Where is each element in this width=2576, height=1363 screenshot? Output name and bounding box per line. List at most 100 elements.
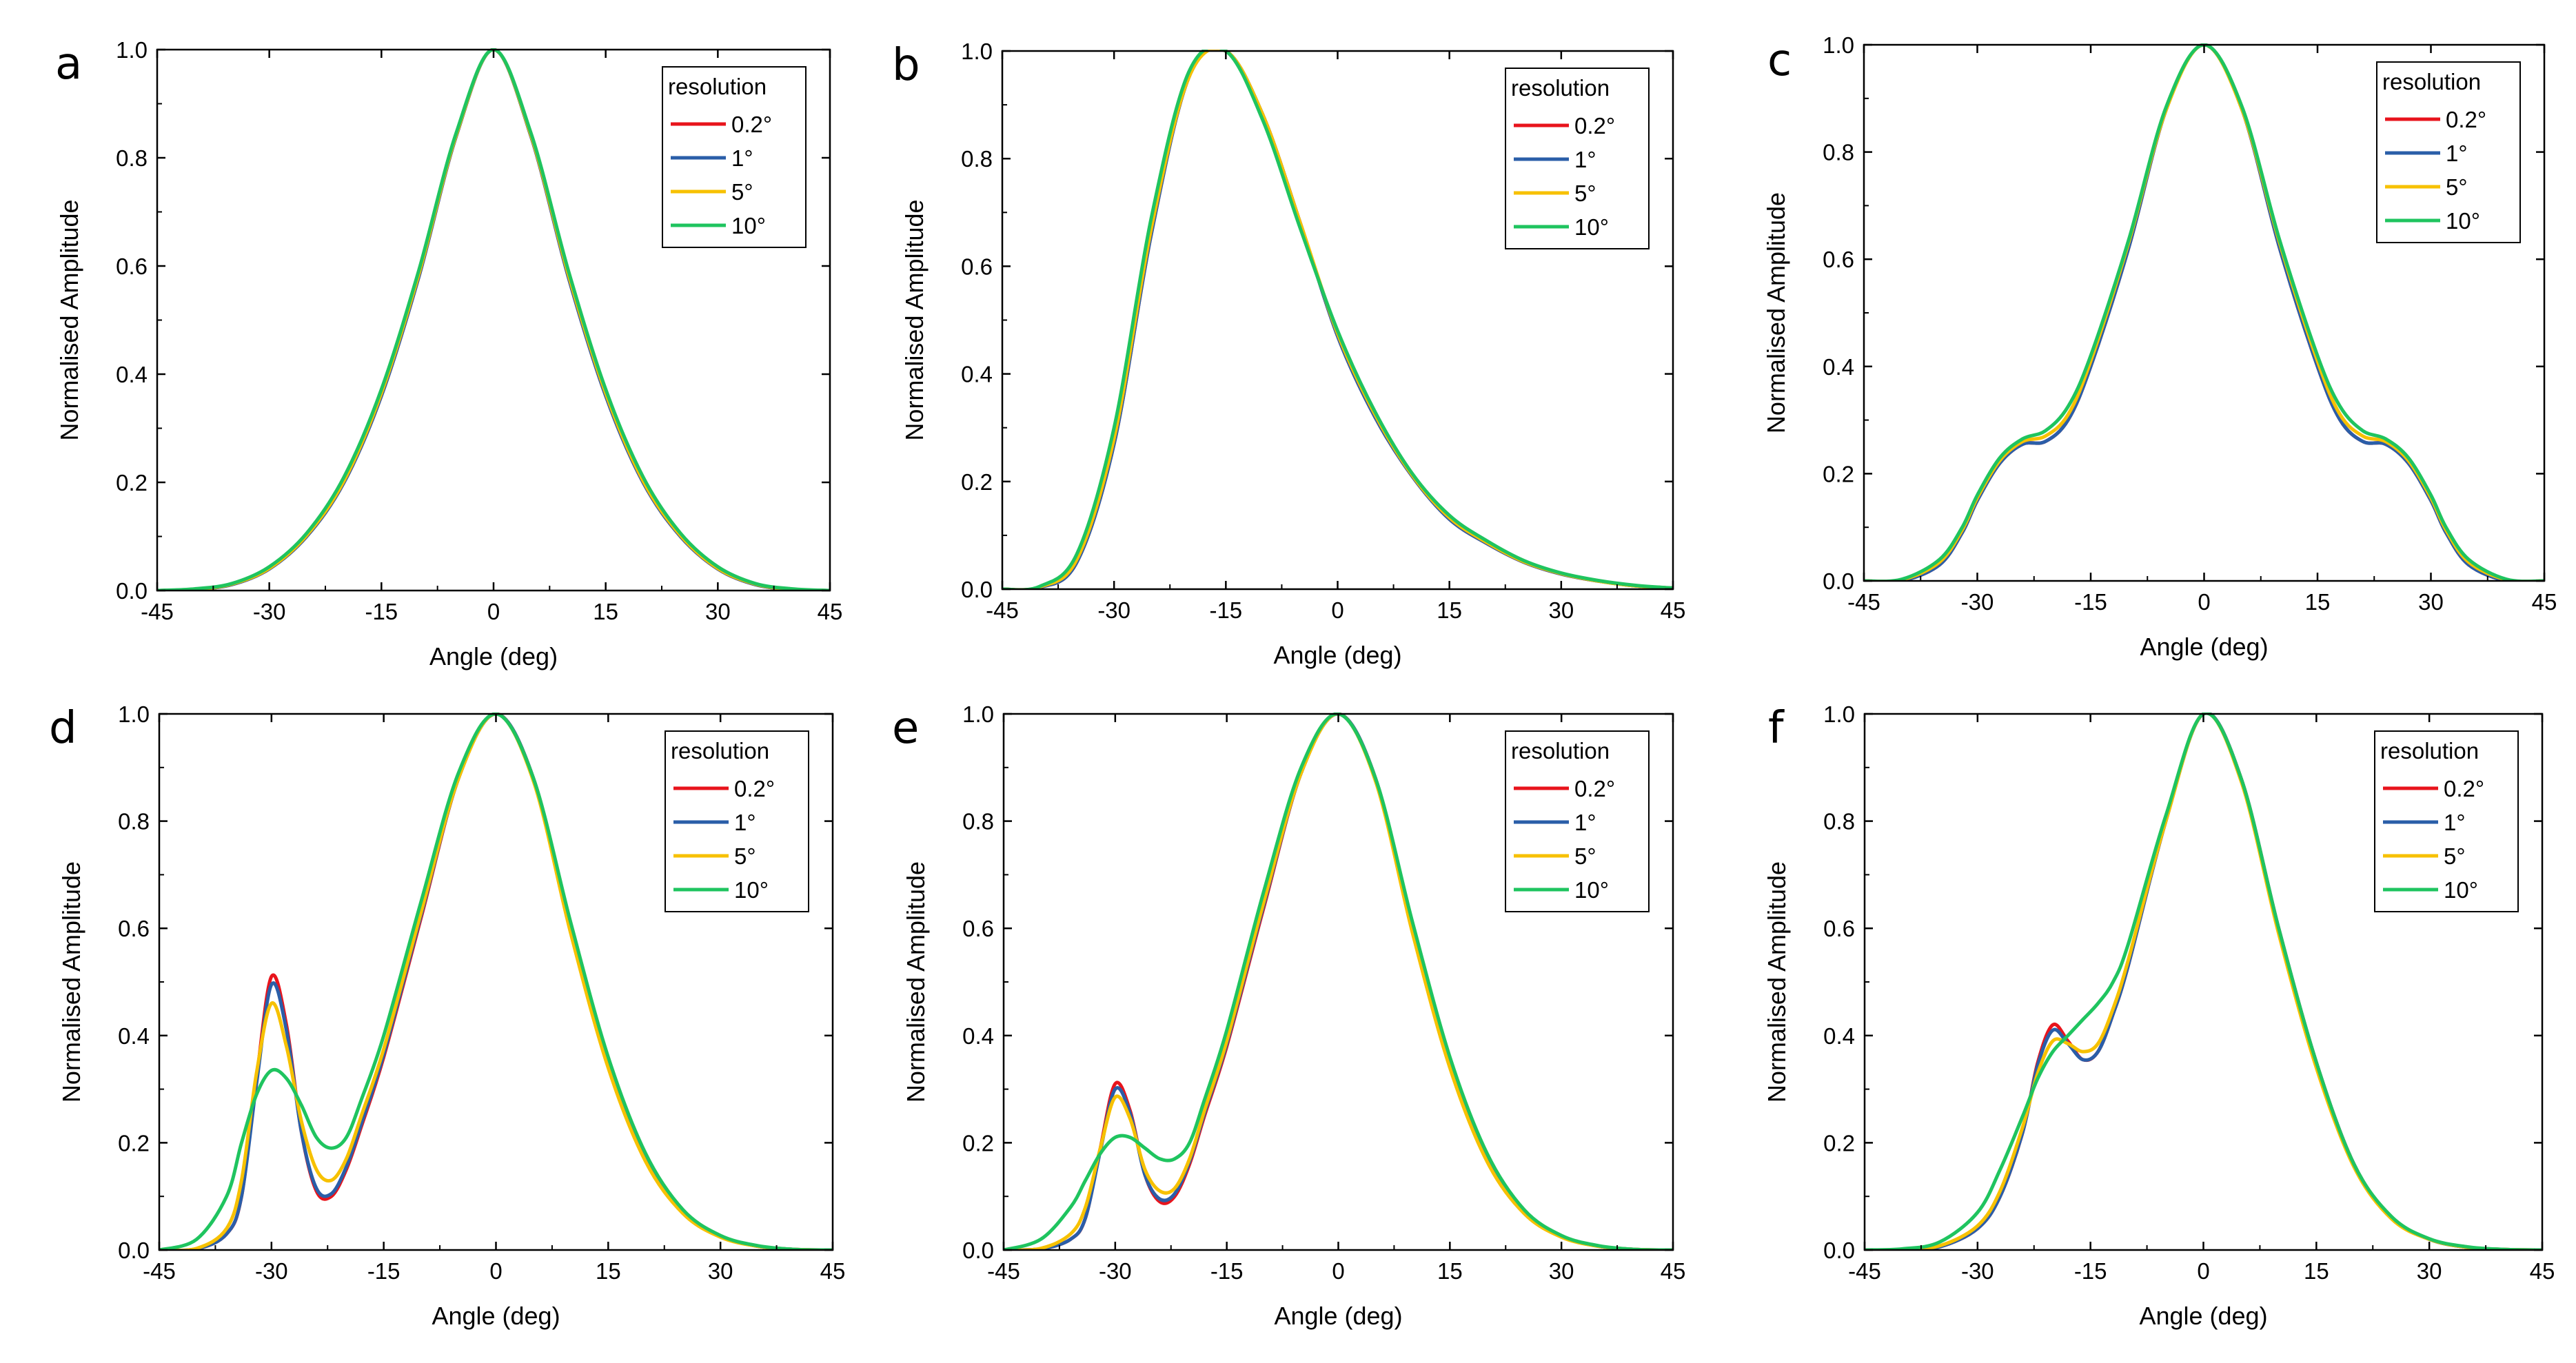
x-tick-label: 30	[705, 599, 731, 624]
x-tick-label: 0	[1332, 1258, 1344, 1284]
y-axis-title: Normalised Amplitude	[1763, 861, 1791, 1103]
y-tick-label: 0.4	[1823, 354, 1854, 380]
x-tick-label: 45	[2530, 1258, 2555, 1284]
x-tick-label: -30	[253, 599, 286, 624]
x-tick-label: 0	[2198, 589, 2210, 615]
panel-letter: d	[49, 703, 77, 754]
x-tick-label: 45	[818, 599, 843, 624]
legend-label-3: 5°	[2446, 174, 2468, 200]
legend-title: resolution	[2380, 738, 2479, 764]
series-group	[1004, 713, 1673, 1250]
y-tick-label: 0.8	[116, 145, 148, 171]
legend-label-3: 5°	[734, 843, 756, 869]
y-tick-label: 0.0	[1823, 1238, 1855, 1263]
y-tick-label: 0.2	[1823, 1130, 1855, 1156]
legend-label-3: 5°	[2444, 843, 2466, 869]
legend-title: resolution	[671, 738, 769, 764]
x-tick-label: 30	[1549, 1258, 1574, 1284]
x-tick-label: 45	[1661, 597, 1686, 623]
panel-c: c -45 -30 -15 0 15 30 45 0.0 0.2 0.4 0.6 0.8 1.0 Angle…	[1762, 32, 2557, 661]
series-line-4	[1002, 50, 1673, 589]
y-tick-label: 0.8	[1823, 140, 1854, 165]
y-tick-label: 0.8	[961, 146, 993, 172]
panel-letter: b	[892, 40, 920, 91]
y-tick-label: 0.0	[118, 1238, 150, 1263]
y-tick-label: 0.4	[116, 362, 148, 387]
y-tick-label: 0.2	[961, 469, 993, 495]
series-line-3	[159, 713, 833, 1250]
y-tick-label: 0.6	[116, 254, 148, 279]
legend-label-4: 10°	[1574, 214, 1609, 240]
x-tick-label: 0	[1331, 597, 1343, 623]
legend: resolution 0.2° 1° 5° 10°	[2374, 730, 2519, 912]
y-tick-label: 0.8	[1823, 809, 1855, 834]
x-tick-label: -30	[1099, 1258, 1132, 1284]
legend-label-1: 0.2°	[2444, 776, 2484, 801]
y-tick-label: 0.8	[118, 809, 150, 834]
legend-label-4: 10°	[2446, 208, 2480, 234]
legend-label-3: 5°	[1574, 181, 1596, 206]
x-tick-label: -45	[986, 597, 1019, 623]
y-tick-label: 0.4	[118, 1023, 150, 1049]
x-tick-label: -45	[141, 599, 174, 624]
y-tick-label: 0.0	[1823, 568, 1854, 594]
x-axis-title: Angle (deg)	[429, 642, 558, 670]
legend-label-1: 0.2°	[734, 776, 775, 801]
x-axis-title: Angle (deg)	[1273, 641, 1401, 669]
panel-d: d -45 -30 -15 0 15 30 45 0.0 0.2 0.4 0.6 0.8 1.0 Angle…	[49, 701, 845, 1330]
x-tick-label: 30	[2417, 1258, 2442, 1284]
y-tick-label: 0.6	[962, 916, 994, 941]
x-tick-label: -15	[2074, 1258, 2107, 1284]
legend-label-3: 5°	[1574, 843, 1596, 869]
panel-b: b -45 -30 -15 0 15 30 45 0.0 0.2 0.4 0.6 0.8 1.0 Angle…	[892, 39, 1685, 669]
x-tick-label: -30	[1961, 1258, 1994, 1284]
x-tick-label: -30	[255, 1258, 288, 1284]
y-tick-label: 0.6	[1823, 247, 1854, 272]
y-tick-label: 0.4	[1823, 1023, 1855, 1049]
y-tick-label: 0.0	[962, 1238, 994, 1263]
x-tick-label: 15	[596, 1258, 621, 1284]
y-axis-title: Normalised Amplitude	[900, 199, 929, 440]
legend-label-4: 10°	[2444, 877, 2478, 903]
x-tick-label: -15	[367, 1258, 400, 1284]
x-tick-label: 0	[2197, 1258, 2209, 1284]
y-tick-label: 0.2	[962, 1130, 994, 1156]
legend-title: resolution	[1511, 738, 1610, 764]
panel-f: f -45 -30 -15 0 15 30 45 0.0 0.2 0.4 0.6 0.8 1.0 Angle…	[1763, 701, 2555, 1330]
x-axis-title: Angle (deg)	[2140, 633, 2268, 661]
legend-label-2: 1°	[734, 810, 756, 835]
x-tick-label: 30	[1548, 597, 1574, 623]
legend-label-1: 0.2°	[1574, 113, 1615, 139]
legend-label-1: 0.2°	[2446, 107, 2486, 132]
y-tick-label: 0.6	[1823, 916, 1855, 941]
x-tick-label: -15	[2074, 589, 2107, 615]
panel-letter: c	[1767, 35, 1792, 86]
x-tick-label: -45	[987, 1258, 1020, 1284]
x-tick-label: -15	[1209, 597, 1242, 623]
y-axis-title: Normalised Amplitude	[902, 861, 930, 1103]
panel-a: a -45 -30 -15 0 15 30 45 0.0 0.2 0.4 0.6 0.8 1.0 Angle…	[55, 37, 842, 670]
y-tick-label: 1.0	[962, 701, 994, 727]
y-tick-label: 1.0	[1823, 32, 1854, 58]
legend: resolution 0.2° 1° 5° 10°	[665, 730, 809, 912]
x-tick-label: 45	[2532, 589, 2557, 615]
x-tick-label: 15	[1437, 1258, 1463, 1284]
panel-letter: a	[55, 39, 82, 90]
legend-label-2: 1°	[2444, 810, 2466, 835]
y-tick-label: 0.6	[961, 254, 993, 279]
series-group	[1002, 50, 1673, 589]
y-tick-label: 0.4	[961, 362, 993, 387]
legend-label-4: 10°	[734, 877, 769, 903]
x-tick-label: 15	[593, 599, 618, 624]
y-tick-label: 0.2	[118, 1130, 150, 1156]
x-tick-label: 45	[1661, 1258, 1686, 1284]
x-tick-label: 45	[820, 1258, 846, 1284]
panel-letter: f	[1768, 703, 1785, 754]
legend: resolution 0.2° 1° 5° 10°	[662, 66, 807, 248]
x-tick-label: -45	[1847, 589, 1880, 615]
panel-letter: e	[892, 703, 919, 754]
y-tick-label: 1.0	[118, 701, 150, 727]
x-tick-label: 15	[1437, 597, 1462, 623]
y-tick-label: 0.2	[1823, 461, 1854, 486]
